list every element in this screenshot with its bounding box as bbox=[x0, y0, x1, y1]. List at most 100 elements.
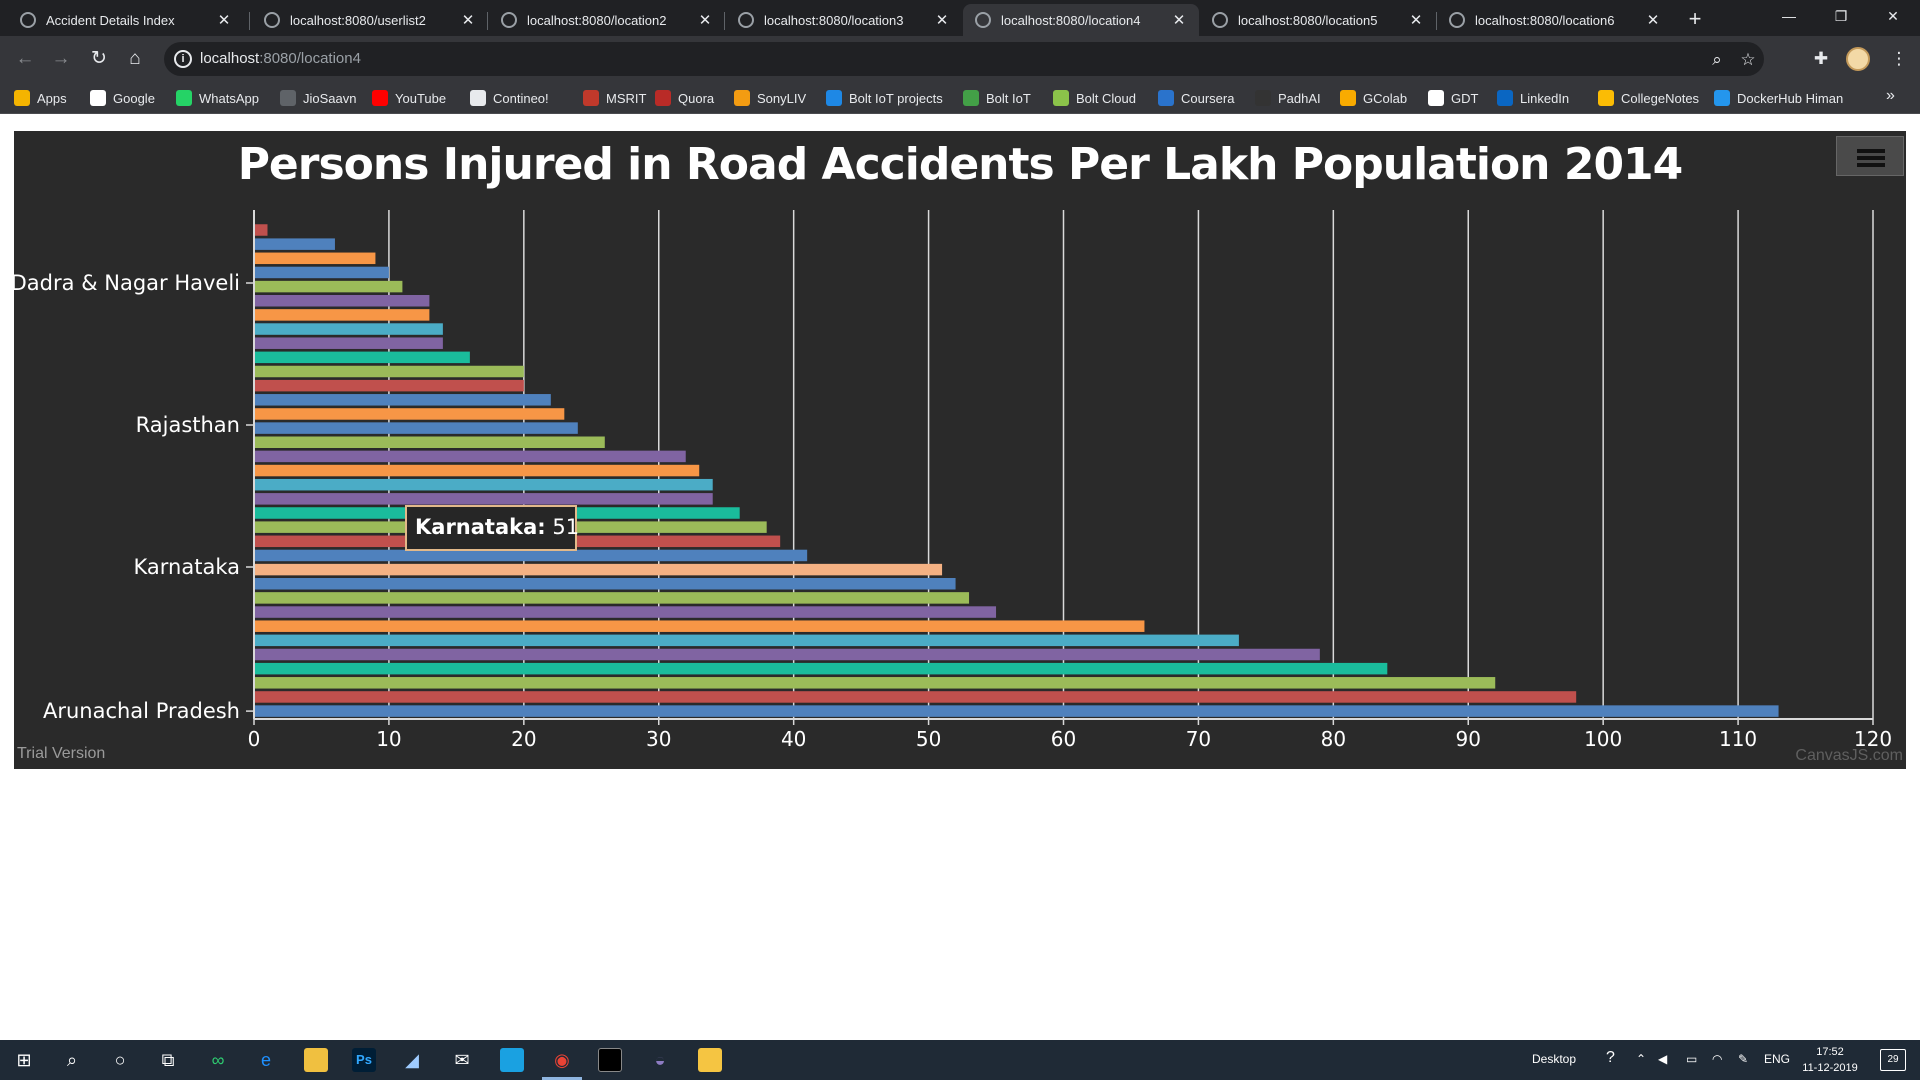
chart-bar[interactable] bbox=[255, 563, 943, 576]
bookmarks-overflow-icon[interactable]: » bbox=[1886, 87, 1895, 104]
eclipse-icon[interactable]: ◒ bbox=[654, 1050, 666, 1070]
chart-bar[interactable] bbox=[255, 478, 713, 491]
home-button[interactable]: ⌂ bbox=[129, 48, 141, 69]
chart-bar[interactable] bbox=[255, 464, 700, 477]
close-icon[interactable]: ✕ bbox=[1646, 12, 1660, 29]
tab-userlist2[interactable]: localhost:8080/userlist2 ✕ bbox=[252, 4, 488, 36]
help-icon[interactable]: ? bbox=[1606, 1049, 1615, 1066]
info-icon[interactable]: i bbox=[174, 50, 192, 68]
chart-bar[interactable] bbox=[255, 705, 1779, 717]
chrome-icon[interactable]: ◉ bbox=[554, 1050, 570, 1070]
chart-bar[interactable] bbox=[255, 436, 605, 449]
star-icon[interactable]: ☆ bbox=[1740, 50, 1756, 69]
zoom-icon[interactable]: ⌕ bbox=[1712, 50, 1722, 69]
cortana-icon[interactable]: ○ bbox=[114, 1050, 126, 1070]
windows-start-icon[interactable]: ⊞ bbox=[16, 1050, 32, 1070]
mail-icon[interactable]: ✉ bbox=[454, 1050, 470, 1070]
photoshop-icon[interactable]: Ps bbox=[352, 1048, 376, 1072]
file-explorer-icon[interactable] bbox=[698, 1048, 722, 1072]
bookmark-dockerhub-himan[interactable]: DockerHub Himan bbox=[1714, 89, 1843, 107]
restore-button[interactable]: ❐ bbox=[1834, 8, 1848, 24]
close-icon[interactable]: ✕ bbox=[217, 12, 231, 29]
bookmark-bolt-iot-projects[interactable]: Bolt IoT projects bbox=[826, 89, 943, 107]
chart-bar[interactable] bbox=[255, 238, 335, 250]
system-clock[interactable]: 17:52 11-12-2019 bbox=[1798, 1044, 1862, 1076]
chart-bar[interactable] bbox=[255, 606, 997, 618]
bookmark-gdt[interactable]: GDT bbox=[1428, 89, 1478, 107]
bookmark-bolt-iot[interactable]: Bolt IoT bbox=[963, 89, 1031, 107]
chart-bar[interactable] bbox=[255, 295, 430, 307]
chart-bar[interactable] bbox=[255, 379, 524, 392]
bookmark-whatsapp[interactable]: WhatsApp bbox=[176, 89, 259, 107]
task-view-icon[interactable]: ⧉ bbox=[161, 1050, 175, 1070]
chart-bar[interactable] bbox=[255, 394, 551, 406]
search-icon[interactable]: ⌕ bbox=[66, 1050, 78, 1070]
canvasjs-credit[interactable]: CanvasJS.com bbox=[1795, 747, 1903, 764]
minimize-button[interactable]: — bbox=[1782, 8, 1796, 24]
chevron-up-icon[interactable]: ⌃ bbox=[1636, 1052, 1647, 1066]
bookmark-contineo-[interactable]: Contineo! bbox=[470, 89, 549, 107]
chart-bar[interactable] bbox=[255, 634, 1239, 647]
reload-button[interactable]: ↻ bbox=[91, 48, 107, 69]
chart-bar[interactable] bbox=[255, 323, 443, 335]
chart-bar[interactable] bbox=[255, 620, 1145, 632]
wifi-icon[interactable]: ◠ bbox=[1712, 1052, 1723, 1066]
bookmark-bolt-cloud[interactable]: Bolt Cloud bbox=[1053, 89, 1136, 107]
bookmark-msrit[interactable]: MSRIT bbox=[583, 89, 646, 107]
chart-bar[interactable] bbox=[255, 677, 1496, 689]
chart-bar[interactable] bbox=[255, 408, 565, 420]
chart-bar[interactable] bbox=[255, 309, 430, 321]
forward-button[interactable]: → bbox=[51, 48, 71, 69]
chart-bar[interactable] bbox=[255, 691, 1577, 703]
chart-bar[interactable] bbox=[255, 450, 686, 463]
back-button[interactable]: ← bbox=[15, 48, 35, 69]
skype-icon[interactable] bbox=[500, 1048, 524, 1072]
extensions-icon[interactable]: ✚ bbox=[1813, 49, 1829, 68]
chart-bar[interactable] bbox=[255, 351, 470, 364]
volume-icon[interactable]: ◀ bbox=[1658, 1052, 1668, 1066]
bookmark-coursera[interactable]: Coursera bbox=[1158, 89, 1234, 107]
chart-bar[interactable] bbox=[255, 252, 376, 265]
chart-bar[interactable] bbox=[255, 662, 1388, 675]
chart-bar[interactable] bbox=[255, 578, 956, 590]
chart-bar[interactable] bbox=[255, 365, 524, 378]
tab-location6[interactable]: localhost:8080/location6 ✕ bbox=[1437, 4, 1673, 36]
arduino-icon[interactable]: ∞ bbox=[211, 1050, 225, 1070]
chart-bar[interactable] bbox=[255, 280, 403, 293]
notification-center-icon[interactable]: 29 bbox=[1880, 1049, 1906, 1071]
window-close-button[interactable]: ✕ bbox=[1887, 8, 1899, 24]
chart-bar[interactable] bbox=[255, 493, 713, 505]
bookmark-apps[interactable]: Apps bbox=[14, 89, 67, 107]
edge-icon[interactable]: e bbox=[260, 1050, 271, 1070]
close-icon[interactable]: ✕ bbox=[1172, 12, 1186, 29]
bookmark-sonyliv[interactable]: SonyLIV bbox=[734, 89, 806, 107]
chart-bar[interactable] bbox=[255, 422, 578, 434]
store-icon[interactable] bbox=[304, 1048, 328, 1072]
chart-bar[interactable] bbox=[255, 549, 808, 562]
bookmark-padhai[interactable]: PadhAI bbox=[1255, 89, 1321, 107]
chart-bar[interactable] bbox=[255, 266, 389, 279]
tab-location3[interactable]: localhost:8080/location3 ✕ bbox=[726, 4, 962, 36]
close-icon[interactable]: ✕ bbox=[461, 12, 475, 29]
tab-location2[interactable]: localhost:8080/location2 ✕ bbox=[489, 4, 725, 36]
close-icon[interactable]: ✕ bbox=[1409, 12, 1423, 29]
chart-bar[interactable] bbox=[255, 648, 1320, 661]
tab-location4[interactable]: localhost:8080/location4 ✕ bbox=[963, 4, 1199, 36]
bookmark-collegenotes[interactable]: CollegeNotes bbox=[1598, 89, 1699, 107]
chart-menu-button[interactable] bbox=[1836, 136, 1904, 176]
chart-bar[interactable] bbox=[255, 337, 443, 349]
desktop-toolbar-label[interactable]: Desktop bbox=[1532, 1052, 1577, 1066]
address-bar[interactable]: i localhost:8080/location4 ⌕ ☆ bbox=[164, 42, 1764, 76]
bookmark-quora[interactable]: Quora bbox=[655, 89, 714, 107]
terminal-icon[interactable] bbox=[598, 1048, 622, 1072]
chart-bar[interactable] bbox=[255, 224, 268, 236]
bookmark-jiosaavn[interactable]: JioSaavn bbox=[280, 89, 356, 107]
profile-avatar[interactable] bbox=[1846, 47, 1870, 71]
azure-icon[interactable]: ◢ bbox=[405, 1050, 419, 1070]
bookmark-google[interactable]: Google bbox=[90, 89, 155, 107]
bookmark-linkedin[interactable]: LinkedIn bbox=[1497, 89, 1569, 107]
tab-accident-details[interactable]: Accident Details Index ✕ bbox=[8, 4, 244, 36]
bookmark-gcolab[interactable]: GColab bbox=[1340, 89, 1407, 107]
more-menu-icon[interactable]: ⋮ bbox=[1890, 49, 1908, 68]
close-icon[interactable]: ✕ bbox=[935, 12, 949, 29]
